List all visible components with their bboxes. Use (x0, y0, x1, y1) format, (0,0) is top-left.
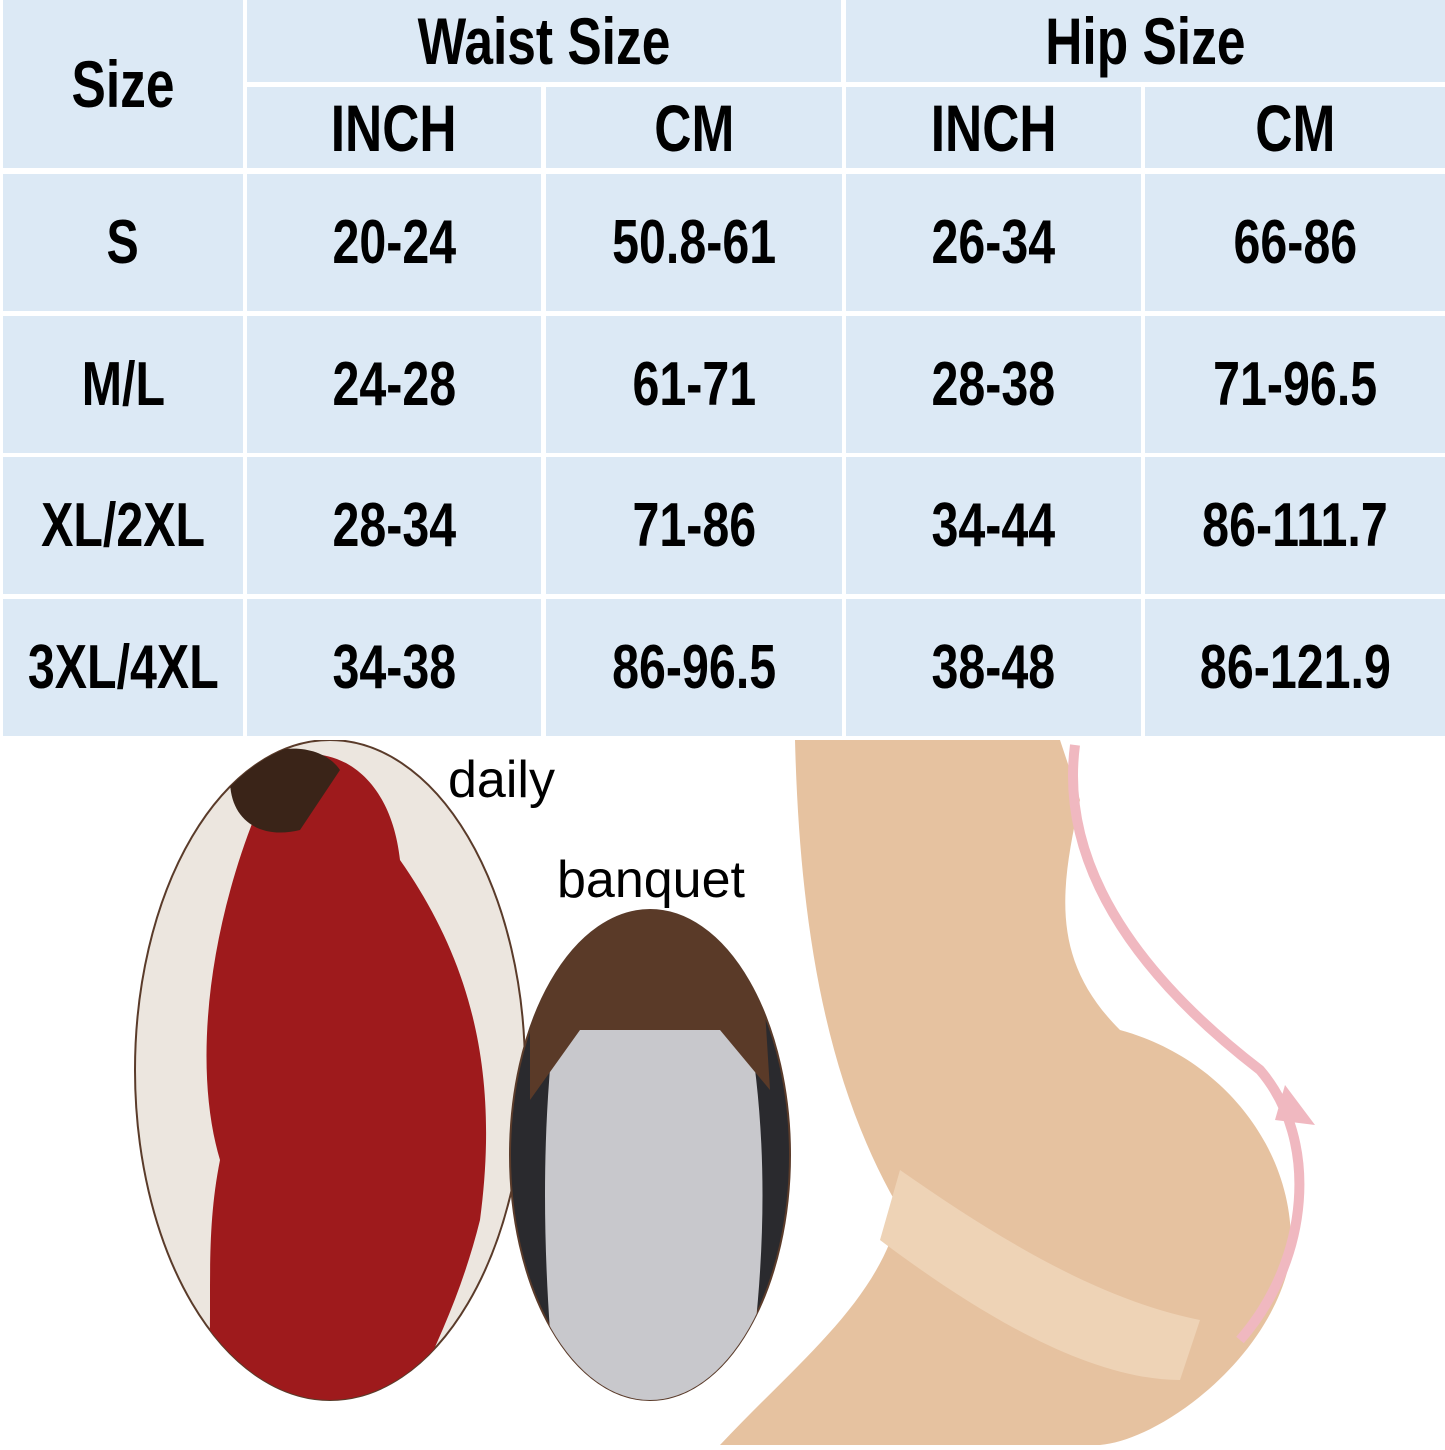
unit-header: CM (1145, 87, 1445, 168)
cell-text: 61-71 (632, 349, 756, 419)
table-cell-hip-cm: 86-121.9 (1145, 598, 1445, 736)
hair-2 (530, 910, 770, 1100)
hip-size-header: Hip Size (846, 0, 1445, 82)
red-dress (200, 754, 487, 1400)
unit-header: INCH (846, 87, 1141, 168)
cell-text: XL/2XL (41, 491, 205, 560)
daily-label: daily (448, 751, 555, 809)
table-cell-waist-cm: 71-86 (546, 457, 842, 594)
size-header: Size (3, 0, 243, 168)
unit-header-text: CM (1254, 90, 1336, 165)
table-cell-size: M/L (3, 315, 243, 453)
table-cell-waist-inch: 24-28 (247, 315, 541, 453)
table-cell-hip-inch: 38-48 (846, 598, 1141, 736)
table-cell-waist-inch: 34-38 (247, 598, 541, 736)
silver-dress (545, 980, 763, 1400)
cell-text: 3XL/4XL (27, 632, 219, 702)
banquet-photo (509, 909, 791, 1401)
table-cell-size: XL/2XL (3, 457, 243, 594)
size-header-text: Size (71, 47, 175, 121)
table-cell-waist-cm: 86-96.5 (546, 598, 842, 736)
cell-text: 20-24 (332, 208, 456, 277)
cell-text: 34-38 (332, 632, 456, 702)
unit-header: CM (546, 87, 842, 168)
banquet-label: banquet (557, 851, 745, 909)
unit-header-text: CM (653, 90, 735, 165)
cell-text: 86-111.7 (1202, 491, 1388, 560)
table-cell-hip-cm: 66-86 (1145, 174, 1445, 311)
table-cell-size: 3XL/4XL (3, 598, 243, 736)
cell-text: 86-121.9 (1199, 632, 1391, 702)
table-cell-waist-inch: 28-34 (247, 457, 541, 594)
size-chart-table: Size Waist Size Hip Size INCH CM INCH CM S 2… (3, 0, 1445, 736)
cell-text: S (106, 208, 140, 277)
table-cell-waist-cm: 61-71 (546, 315, 842, 453)
cell-text: 71-96.5 (1212, 349, 1378, 419)
unit-header-text: INCH (331, 90, 457, 165)
hip-size-text: Hip Size (1045, 4, 1246, 78)
table-cell-waist-inch: 20-24 (247, 174, 541, 311)
table-cell-hip-cm: 71-96.5 (1145, 315, 1445, 453)
table-cell-hip-cm: 86-111.7 (1145, 457, 1445, 594)
daily-photo (134, 739, 526, 1401)
waist-size-text: Waist Size (417, 4, 671, 78)
product-photos: daily banquet (0, 739, 1445, 1445)
cell-text: 28-34 (332, 491, 456, 560)
hair (230, 748, 340, 833)
cell-text: 26-34 (931, 208, 1056, 277)
arrow-head-icon (1275, 1085, 1315, 1125)
cell-text: 66-86 (1233, 208, 1357, 277)
table-cell-hip-inch: 34-44 (846, 457, 1141, 594)
lace-trim (880, 1170, 1200, 1380)
table-cell-waist-cm: 50.8-61 (546, 174, 842, 311)
cell-text: M/L (81, 349, 165, 419)
table-cell-hip-inch: 26-34 (846, 174, 1141, 311)
table-cell-size: S (3, 174, 243, 311)
cell-text: 34-44 (931, 491, 1056, 560)
table-cell-hip-inch: 28-38 (846, 315, 1141, 453)
cell-text: 71-86 (632, 491, 756, 560)
shapewear-photo (720, 740, 1315, 1445)
cell-text: 24-28 (332, 349, 456, 419)
cell-text: 38-48 (931, 632, 1056, 702)
waist-size-header: Waist Size (247, 0, 841, 82)
lift-arrow-icon (1068, 744, 1305, 1344)
cell-text: 50.8-61 (611, 208, 777, 277)
cell-text: 28-38 (931, 349, 1056, 419)
cell-text: 86-96.5 (611, 632, 777, 702)
photo-illustration (134, 739, 1315, 1445)
unit-header: INCH (247, 87, 541, 168)
unit-header-text: INCH (930, 90, 1057, 165)
